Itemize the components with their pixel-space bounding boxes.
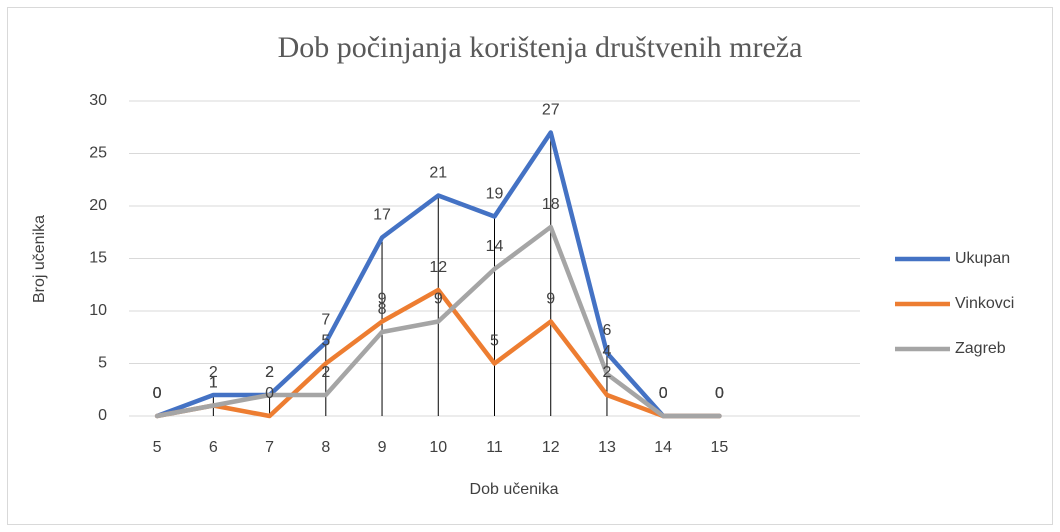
x-tick-label: 15 — [711, 439, 729, 456]
data-label: 0 — [715, 385, 724, 402]
x-tick-label: 10 — [429, 439, 447, 456]
x-tick-label: 6 — [209, 439, 218, 456]
data-label: 1 — [209, 375, 218, 392]
y-tick-label: 10 — [89, 302, 107, 319]
chart-title: Dob počinjanja korištenja društvenih mre… — [278, 31, 803, 64]
chart-frame — [7, 7, 1053, 525]
data-label: 2 — [209, 364, 218, 381]
data-label: 9 — [546, 291, 555, 308]
data-label: 0 — [715, 385, 724, 402]
data-label: 27 — [542, 102, 560, 119]
data-label: 5 — [321, 333, 330, 350]
data-label: 0 — [265, 385, 274, 402]
data-label: 0 — [153, 385, 162, 402]
data-label: 2 — [265, 364, 274, 381]
data-label: 12 — [429, 259, 447, 276]
data-label: 0 — [153, 385, 162, 402]
data-label: 9 — [434, 291, 443, 308]
data-label: 2 — [603, 364, 612, 381]
data-label: 5 — [490, 333, 499, 350]
data-label: 0 — [659, 385, 668, 402]
data-label: 17 — [373, 207, 391, 224]
y-tick-label: 5 — [98, 355, 107, 372]
series-line — [154, 287, 722, 419]
legend-label: Zagreb — [955, 340, 1006, 357]
y-axis-label: Broj učenika — [31, 215, 48, 303]
x-axis-label: Dob učenika — [470, 481, 559, 498]
y-tick-label: 15 — [89, 250, 107, 267]
x-tick-label: 5 — [153, 439, 162, 456]
data-label: 0 — [659, 385, 668, 402]
series-line — [154, 224, 722, 419]
data-label: 0 — [659, 385, 668, 402]
x-tick-label: 11 — [486, 439, 503, 456]
data-label: 14 — [486, 238, 504, 255]
data-label: 0 — [153, 385, 162, 402]
y-tick-label: 25 — [89, 145, 107, 162]
data-label: 0 — [715, 385, 724, 402]
data-label: 7 — [321, 312, 330, 329]
data-label: 21 — [429, 165, 447, 182]
data-label: 18 — [542, 196, 560, 213]
data-label: 1 — [209, 375, 218, 392]
data-label: 6 — [603, 322, 612, 339]
y-tick-label: 30 — [89, 92, 107, 109]
legend-label: Ukupan — [955, 250, 1010, 267]
x-tick-label: 9 — [378, 439, 387, 456]
data-label: 4 — [603, 343, 612, 360]
x-tick-label: 7 — [265, 439, 274, 456]
y-tick-label: 20 — [89, 197, 107, 214]
data-label: 8 — [378, 301, 387, 318]
x-tick-label: 14 — [654, 439, 672, 456]
data-label: 19 — [486, 186, 504, 203]
x-tick-label: 12 — [542, 439, 560, 456]
data-label: 9 — [378, 291, 387, 308]
legend-label: Vinkovci — [955, 295, 1014, 312]
x-tick-label: 13 — [598, 439, 616, 456]
y-tick-label: 0 — [98, 407, 107, 424]
x-tick-label: 8 — [321, 439, 330, 456]
data-label: 2 — [321, 364, 330, 381]
series-line — [154, 130, 722, 419]
data-label: 2 — [265, 364, 274, 381]
